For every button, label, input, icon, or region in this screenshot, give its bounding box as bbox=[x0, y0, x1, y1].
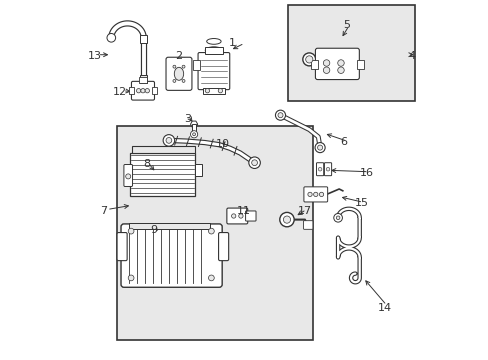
Circle shape bbox=[248, 157, 260, 168]
Circle shape bbox=[337, 67, 344, 73]
FancyBboxPatch shape bbox=[245, 211, 256, 221]
Circle shape bbox=[141, 89, 145, 93]
Circle shape bbox=[323, 67, 329, 73]
Text: 5: 5 bbox=[343, 20, 350, 30]
Circle shape bbox=[205, 89, 209, 93]
Bar bbox=[193, 60, 200, 70]
Circle shape bbox=[231, 214, 235, 218]
Circle shape bbox=[145, 89, 149, 93]
Circle shape bbox=[136, 89, 141, 93]
Text: 9: 9 bbox=[150, 225, 157, 235]
FancyBboxPatch shape bbox=[166, 57, 192, 90]
Bar bbox=[152, 87, 157, 94]
Bar bbox=[310, 60, 317, 69]
Bar bbox=[132, 146, 195, 153]
Circle shape bbox=[318, 167, 321, 171]
Text: 2: 2 bbox=[175, 51, 182, 61]
Ellipse shape bbox=[174, 67, 183, 80]
Bar bbox=[129, 223, 210, 229]
Circle shape bbox=[283, 216, 290, 223]
Text: 11: 11 bbox=[236, 206, 250, 216]
Bar bbox=[192, 124, 196, 134]
Text: 8: 8 bbox=[142, 159, 150, 169]
Circle shape bbox=[166, 138, 171, 143]
FancyBboxPatch shape bbox=[218, 233, 228, 261]
Bar bbox=[287, 5, 415, 101]
Circle shape bbox=[128, 275, 134, 281]
Circle shape bbox=[107, 33, 115, 42]
Circle shape bbox=[163, 135, 174, 146]
Ellipse shape bbox=[206, 39, 221, 44]
FancyBboxPatch shape bbox=[303, 187, 327, 202]
Circle shape bbox=[317, 145, 322, 150]
FancyBboxPatch shape bbox=[131, 81, 154, 100]
FancyBboxPatch shape bbox=[123, 165, 132, 186]
Circle shape bbox=[128, 228, 134, 234]
Circle shape bbox=[208, 275, 214, 281]
Circle shape bbox=[251, 160, 257, 166]
Text: 13: 13 bbox=[88, 51, 102, 61]
Bar bbox=[140, 35, 147, 43]
Text: 4: 4 bbox=[407, 51, 415, 61]
Circle shape bbox=[307, 192, 311, 197]
Circle shape bbox=[325, 167, 329, 171]
Circle shape bbox=[208, 228, 214, 234]
FancyBboxPatch shape bbox=[117, 233, 127, 261]
FancyBboxPatch shape bbox=[315, 48, 359, 80]
FancyBboxPatch shape bbox=[198, 53, 229, 90]
Circle shape bbox=[333, 213, 342, 222]
Circle shape bbox=[125, 174, 130, 179]
Circle shape bbox=[279, 212, 294, 227]
FancyBboxPatch shape bbox=[121, 224, 222, 287]
Ellipse shape bbox=[205, 47, 222, 54]
Text: 1: 1 bbox=[228, 38, 235, 48]
Text: 16: 16 bbox=[359, 168, 373, 178]
Circle shape bbox=[323, 60, 329, 66]
Bar bbox=[140, 75, 147, 83]
Bar bbox=[130, 153, 195, 196]
FancyBboxPatch shape bbox=[226, 208, 247, 224]
Polygon shape bbox=[190, 121, 197, 127]
Circle shape bbox=[173, 80, 176, 82]
Bar bbox=[205, 47, 222, 54]
Circle shape bbox=[192, 133, 195, 136]
Circle shape bbox=[182, 80, 184, 82]
Bar bbox=[195, 164, 201, 176]
Text: 3: 3 bbox=[184, 114, 191, 124]
Text: 14: 14 bbox=[377, 303, 391, 313]
Circle shape bbox=[182, 65, 184, 68]
Circle shape bbox=[314, 143, 325, 153]
Circle shape bbox=[275, 110, 285, 120]
Text: 17: 17 bbox=[297, 206, 311, 216]
Text: 7: 7 bbox=[101, 206, 107, 216]
Text: 12: 12 bbox=[113, 87, 127, 97]
Bar bbox=[356, 60, 363, 69]
Circle shape bbox=[319, 192, 323, 197]
Bar bbox=[203, 88, 224, 94]
Circle shape bbox=[173, 65, 176, 68]
Bar bbox=[139, 77, 147, 83]
Bar bbox=[117, 126, 312, 340]
Circle shape bbox=[337, 60, 344, 66]
FancyBboxPatch shape bbox=[303, 221, 312, 229]
Text: 6: 6 bbox=[339, 137, 346, 147]
Circle shape bbox=[336, 216, 339, 220]
Text: 10: 10 bbox=[216, 139, 229, 149]
FancyBboxPatch shape bbox=[316, 163, 323, 176]
Circle shape bbox=[313, 192, 317, 197]
Bar bbox=[128, 87, 133, 94]
Ellipse shape bbox=[302, 53, 315, 66]
Circle shape bbox=[190, 131, 197, 138]
Ellipse shape bbox=[305, 56, 312, 63]
Circle shape bbox=[277, 113, 283, 118]
FancyBboxPatch shape bbox=[324, 163, 331, 176]
Text: 15: 15 bbox=[354, 198, 368, 208]
Circle shape bbox=[218, 89, 222, 93]
Circle shape bbox=[238, 214, 243, 218]
